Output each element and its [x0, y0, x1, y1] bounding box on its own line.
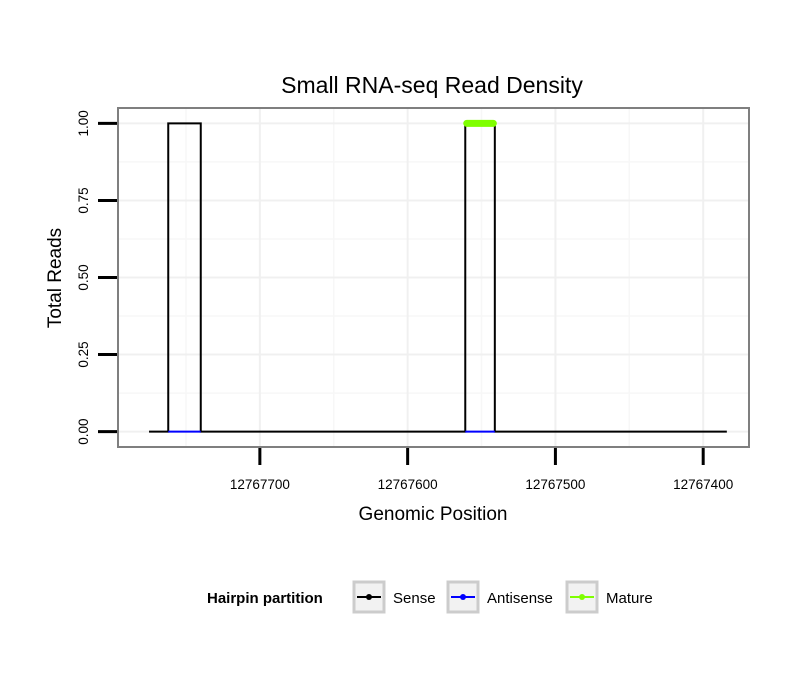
- legend-item-antisense: Antisense: [446, 580, 553, 614]
- legend-dot-sense: [366, 594, 372, 600]
- series-lines: [149, 119, 727, 433]
- y-axis-title: Total Reads: [45, 228, 66, 328]
- grid-lines: [118, 108, 749, 447]
- series-line-sense: [149, 122, 727, 433]
- legend: Hairpin partition Sense Antisense Mature: [207, 580, 653, 614]
- x-axis: 12767700 12767600 12767500 12767400: [230, 448, 733, 492]
- y-tick-label: 0.75: [76, 187, 91, 213]
- chart-title: Small RNA-seq Read Density: [281, 72, 583, 98]
- x-tick-label: 12767500: [525, 477, 585, 492]
- legend-dot-mature: [579, 594, 585, 600]
- legend-dot-antisense: [460, 594, 466, 600]
- y-axis: 0.00 0.25 0.50 0.75 1.00: [76, 110, 117, 445]
- y-tick-label: 0.00: [76, 418, 91, 444]
- plot-border: [117, 107, 750, 448]
- x-tick-label: 12767400: [673, 477, 733, 492]
- plot-panel: [117, 107, 750, 448]
- legend-title: Hairpin partition: [207, 590, 323, 607]
- x-tick-label: 12767600: [378, 477, 438, 492]
- legend-label-sense: Sense: [393, 590, 436, 607]
- legend-item-mature: Mature: [565, 580, 653, 614]
- y-tick-label: 0.25: [76, 341, 91, 367]
- legend-label-antisense: Antisense: [487, 590, 553, 607]
- legend-label-mature: Mature: [606, 590, 653, 607]
- y-tick-label: 1.00: [76, 110, 91, 136]
- x-tick-label: 12767700: [230, 477, 290, 492]
- legend-item-sense: Sense: [352, 580, 436, 614]
- y-tick-label: 0.50: [76, 264, 91, 290]
- x-axis-title: Genomic Position: [359, 504, 508, 525]
